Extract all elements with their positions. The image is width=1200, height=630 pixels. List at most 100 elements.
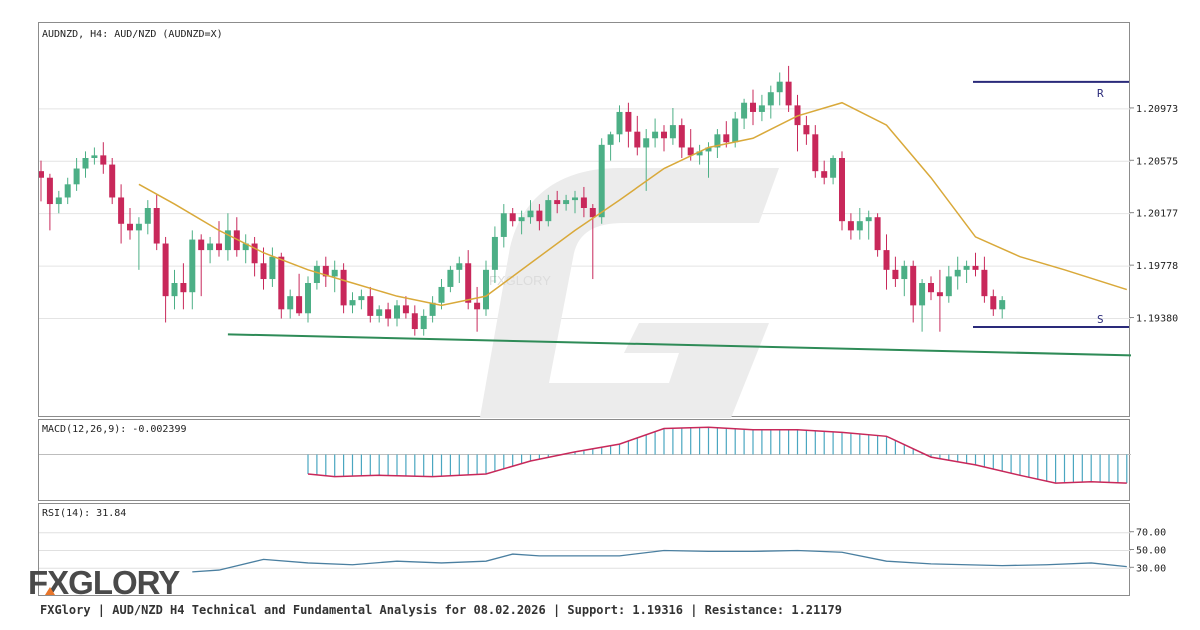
price-tick-label: 1.19778 [1136,261,1178,272]
candle-down [990,289,997,316]
candle-down [180,263,187,310]
candle-up [652,118,659,148]
candle-up [767,85,774,119]
candle-down [839,151,845,231]
rsi-panel: RSI(14): 31.84 [38,503,1131,596]
candle-down [216,221,222,257]
support-trendline [227,333,1131,357]
footer-caption: FXGlory | AUD/NZD H4 Technical and Funda… [40,603,842,617]
candle-up [527,200,534,224]
candle-up [963,260,970,283]
candle-up [572,190,578,214]
candle-up [349,292,356,314]
candle-down [474,286,481,332]
candle-up [919,279,926,332]
candle-down [251,236,258,277]
candle-down [750,89,756,126]
candle-down [260,247,267,290]
candle-up [447,265,454,293]
candle-down [589,204,596,280]
candle-up [331,260,338,293]
candle-down [127,208,133,240]
candle-up [313,260,320,290]
candle-up [420,309,427,336]
candle-up [224,213,231,261]
candle-up [394,300,400,327]
candle-up [358,289,365,310]
candle-up [945,265,952,303]
candle-up [207,236,214,264]
candle-up [82,151,89,178]
candle-up [305,276,311,323]
candle-down [322,256,329,287]
candle-down [972,252,979,277]
rsi-line [192,549,1127,573]
candle-up [429,296,436,323]
rsi-title: RSI(14): 31.84 [42,508,127,519]
candle-down [233,217,240,257]
macd-histogram [307,427,1128,484]
candle-up [999,296,1006,319]
candle-up [55,190,62,214]
candle-up [776,72,783,106]
candle-down [936,269,943,332]
candle-down [402,296,409,319]
candle-up [456,256,463,283]
candle-up [144,200,151,235]
rsi-tick-label: 30.00 [1136,563,1166,574]
moving-average-line [138,101,1128,307]
candle-up [491,226,498,283]
candle-down [536,204,543,231]
price-y-axis: 1.20973 1.20575 1.20177 1.19778 1.19380 [1130,104,1178,325]
macd-title: MACD(12,26,9): -0.002399 [42,424,187,435]
rsi-chart-svg [39,532,1131,573]
price-tick-label: 1.20575 [1136,156,1178,167]
candle-up [714,129,721,158]
price-chart-title: AUDNZD, H4: AUD/NZD (AUDNZD=X) [42,29,223,40]
candle-down [928,276,934,301]
candle-up [607,131,614,161]
candle-down [625,102,632,148]
candle-up [483,260,489,316]
candle-up [545,194,552,227]
price-chart-svg: FXGLORY R S [39,65,1131,418]
candle-up [189,230,196,310]
fxglory-logo: FXGLORY [28,562,198,600]
rsi-tick-label: 50.00 [1136,546,1166,557]
candle-down [340,263,347,314]
candle-down [981,256,988,303]
candle-down [785,65,792,112]
candle-up [865,210,872,240]
rsi-tick-label: 70.00 [1136,528,1166,539]
candle-down [109,158,116,205]
candle-down [580,186,587,218]
candle-down [385,302,392,327]
resistance-label: R [1097,87,1104,100]
candle-down [296,273,303,316]
candle-up [518,210,525,235]
candle-up [64,177,71,205]
macd-panel: MACD(12,26,9): -0.002399 [38,419,1131,501]
candle-down [46,173,53,231]
candle-up [696,144,703,165]
candle-up [563,194,570,211]
candle-down [803,115,810,145]
candle-down [509,208,516,227]
candle-down [661,125,667,152]
price-tick-label: 1.20973 [1136,104,1178,115]
candle-down [910,260,917,323]
price-tick-label: 1.20177 [1136,209,1178,220]
candle-down [794,94,801,152]
candle-up [758,94,765,122]
candle-down [153,194,160,251]
candle-down [100,142,107,174]
candle-down [678,118,685,158]
macd-chart-svg [39,426,1131,484]
candle-down [847,213,854,240]
candle-up [598,138,605,224]
price-chart-panel: FXGLORY R S AUDNZD, H4: AUD/NZD (AUDNZD=X… [38,22,1131,418]
candle-up [438,279,445,310]
candle-up [171,269,178,310]
watermark: FXGLORY [479,168,779,418]
candle-down [883,234,890,290]
